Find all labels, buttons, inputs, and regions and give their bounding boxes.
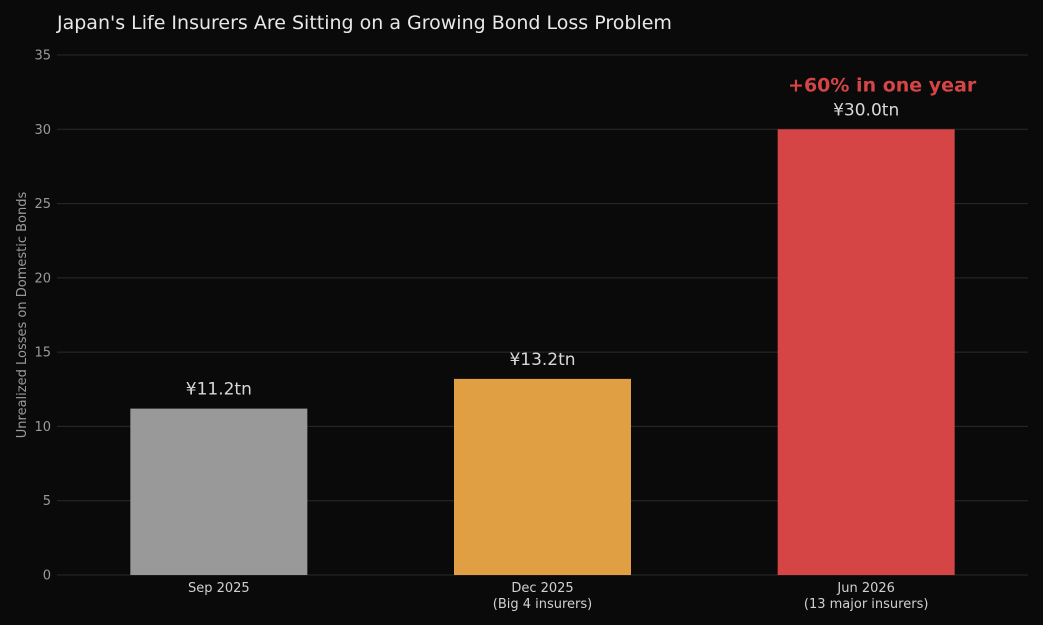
bar-value-label: ¥11.2tn: [186, 380, 252, 400]
x-tick-label: Jun 2026 (13 major insurers): [804, 581, 929, 612]
bars: [130, 129, 955, 576]
y-tick-label: 5: [43, 494, 51, 509]
chart-title: Japan's Life Insurers Are Sitting on a G…: [57, 12, 672, 34]
y-axis-label: Unrealized Losses on Domestic Bonds: [15, 192, 30, 439]
annotation: +60% in one year: [788, 74, 977, 96]
bar: [777, 129, 955, 576]
y-tick-label: 0: [43, 569, 51, 584]
y-tick-label: 15: [34, 346, 51, 361]
y-axis-ticks: 0 5 10 15 20 25 30 35: [34, 49, 51, 584]
x-tick-label: Sep 2025: [188, 581, 250, 596]
y-tick-label: 30: [34, 123, 51, 138]
x-axis-ticks: Sep 2025 Dec 2025 (Big 4 insurers) Jun 2026…: [188, 581, 928, 612]
bar-value-label: ¥30.0tn: [833, 100, 899, 120]
y-tick-label: 25: [34, 197, 51, 212]
bar: [130, 408, 308, 575]
y-tick-label: 35: [34, 49, 51, 64]
y-tick-label: 20: [34, 271, 51, 286]
x-tick-label: Dec 2025 (Big 4 insurers): [493, 581, 593, 612]
bar: [454, 378, 631, 575]
data-labels: ¥11.2tn ¥13.2tn ¥30.0tn +60% in one year: [186, 74, 977, 399]
bar-value-label: ¥13.2tn: [509, 350, 575, 370]
y-tick-label: 10: [34, 420, 51, 435]
